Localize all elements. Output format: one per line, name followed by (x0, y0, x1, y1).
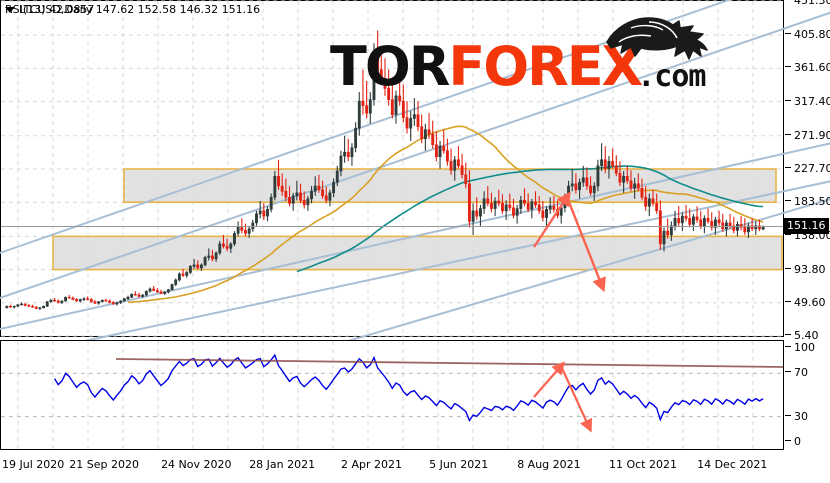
date-axis-label: 19 Jul 2020 (2, 458, 65, 471)
date-axis-label: 24 Nov 2020 (161, 458, 232, 471)
price-axis-tick: 451.30 (794, 0, 830, 6)
trendline[interactable] (0, 141, 830, 331)
logo-text-forex: FOREX (448, 35, 643, 98)
trendline[interactable] (0, 9, 830, 301)
torforex-logo: TOR FOREX .com (330, 17, 709, 98)
time-axis[interactable]: 19 Jul 2020 21 Sep 2020 24 Nov 2020 28 Jan … (0, 452, 784, 483)
logo-text-tor: TOR (330, 35, 450, 98)
date-axis-label: 21 Sep 2020 (69, 458, 139, 471)
forecast-arrow-up[interactable] (532, 191, 571, 248)
chart-symbol-and-ohlc: LTCUSD,Daily 147.62 152.58 146.32 151.16 (19, 3, 261, 16)
date-axis-label: 28 Jan 2021 (249, 458, 316, 471)
chart-header: LTCUSD,Daily 147.62 152.58 146.32 151.16 (5, 3, 260, 16)
price-axis-tick: 5.40 (785, 329, 819, 342)
price-axis-tick: 183.50 (785, 196, 830, 207)
rsi-forecast-arrow-down[interactable] (560, 365, 593, 433)
triangle-down-icon[interactable] (5, 7, 15, 13)
trendline[interactable] (0, 179, 830, 361)
rsi-axis[interactable]: 100 70 30 0 (784, 340, 830, 450)
date-axis-label: 11 Oct 2021 (608, 458, 677, 471)
rsi-axis-tick: 70 (785, 366, 808, 380)
trendline[interactable] (0, 0, 830, 256)
trendline[interactable] (330, 196, 830, 347)
rsi-chart-canvas (1, 341, 784, 449)
price-axis-tick: 49.60 (785, 295, 826, 309)
price-axis-tick: 271.90 (785, 130, 830, 141)
rsi-line (53, 353, 764, 422)
rsi-label: RSI(13) 42.0857 (5, 3, 95, 16)
forecast-arrow-down[interactable] (565, 196, 606, 293)
moving-average-teal (296, 165, 764, 273)
date-axis-label: 14 Dec 2021 (697, 458, 768, 471)
price-axis-tick: 361.60 (785, 62, 830, 73)
price-axis[interactable]: 451.30 405.80 361.60 317.40 271.90 227.70 183.… (784, 0, 830, 341)
price-chart-canvas (0, 0, 830, 361)
date-axis-label: 8 Aug 2021 (517, 458, 581, 471)
price-chart-panel[interactable] (0, 0, 830, 361)
candlestick-series (5, 30, 765, 311)
price-axis-tick: 317.40 (785, 96, 830, 107)
logo-text-dotcom: .com (637, 59, 706, 94)
moving-average-gold (127, 125, 764, 304)
rsi-axis-tick: 100 (785, 341, 815, 354)
rsi-forecast-arrow-up[interactable] (533, 361, 566, 398)
date-axis-label: 5 Jun 2021 (429, 458, 489, 471)
bull-logo-icon (606, 17, 709, 60)
date-axis-label: 2 Apr 2021 (340, 458, 402, 471)
rsi-axis-tick: 0 (785, 435, 801, 448)
price-axis-tick: 93.80 (785, 262, 826, 276)
price-axis-tick: 138.00 (785, 230, 830, 241)
price-axis-tick: 405.80 (785, 29, 830, 40)
current-price-tag: 151.16 (784, 218, 829, 235)
upper-resistance-zone[interactable] (123, 168, 777, 203)
rsi-trendline[interactable] (115, 358, 784, 368)
rsi-indicator-panel[interactable] (0, 340, 784, 450)
rsi-axis-tick: 30 (785, 409, 808, 423)
price-axis-tick: 227.70 (785, 163, 830, 174)
